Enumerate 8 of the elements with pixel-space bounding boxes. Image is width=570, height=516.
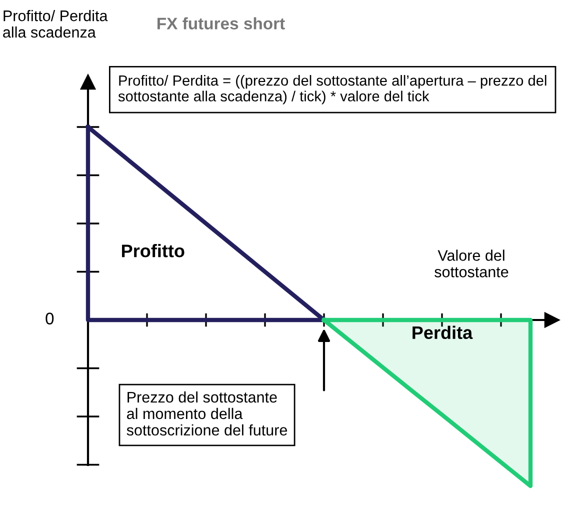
annotation: Perdita (412, 326, 473, 340)
text: Profitto/ Perdita = ((prezzo del sottostante all’apertura – prezzo del sottostante alla scadenza) / tick) * valore del tick (118, 75, 546, 104)
text: Profitto/ Perdita alla scadenza (3, 10, 108, 38)
annotation: Profitto (122, 244, 184, 258)
x-axis-title: Valore del sottostante (434, 250, 508, 278)
chart-title: FX futures short (158, 17, 285, 30)
annotation: Prezzo del sottostante al momento della sottoscrizione del future (126, 391, 288, 436)
text: 0 (46, 312, 54, 324)
